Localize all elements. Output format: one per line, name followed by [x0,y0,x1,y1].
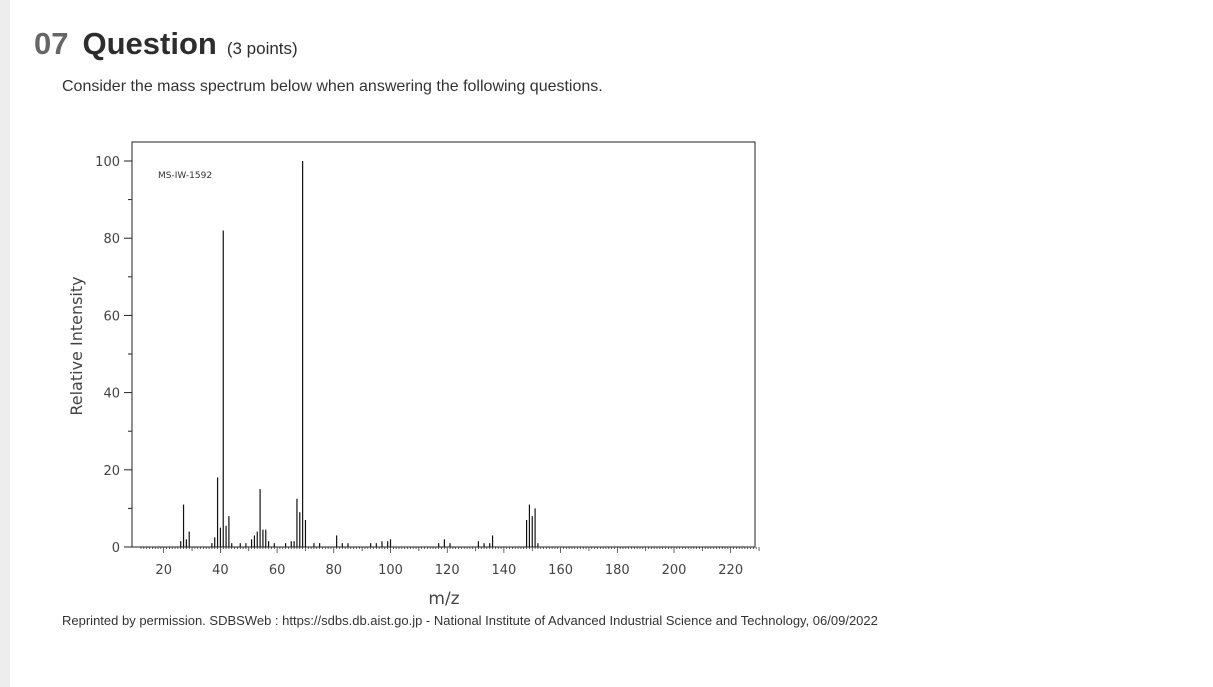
y-tick-label: 40 [103,387,120,402]
x-tick-label: 60 [269,563,286,578]
x-tick-label: 20 [155,563,172,578]
x-tick-label: 220 [718,563,743,578]
question-title: Question [82,26,217,61]
y-tick-label: 80 [103,232,120,247]
x-tick-label: 200 [662,563,687,578]
x-tick-label: 80 [326,563,343,578]
y-tick-label: 60 [103,309,120,324]
x-axis-label: m/z [428,589,459,608]
x-tick-label: 180 [605,563,630,578]
left-strip [0,0,10,687]
y-axis: 0 20 40 60 80 100 [95,155,132,556]
question-number: 07 [34,26,69,61]
question-points: (3 points) [226,39,298,58]
plot-frame [131,141,756,548]
spectrum-id-label: MS-IW-1592 [158,171,212,181]
y-tick-label: 100 [95,155,120,170]
y-tick-label: 20 [103,464,120,479]
question-header: 07 Question (3 points) [34,26,298,62]
x-tick-label: 100 [378,563,403,578]
x-tick-label: 160 [548,563,573,578]
credit-line: Reprinted by permission. SDBSWeb : https… [62,613,878,628]
x-axis: 20 40 60 80 100 120 140 160 180 200 220 [140,547,760,578]
x-tick-label: 40 [212,563,229,578]
x-tick-label: 120 [435,563,460,578]
y-axis-label: Relative Intensity [67,276,86,415]
x-tick-label: 140 [491,563,516,578]
question-prompt: Consider the mass spectrum below when an… [62,78,603,95]
y-tick-label: 0 [112,541,120,556]
peaks-group [180,161,539,547]
